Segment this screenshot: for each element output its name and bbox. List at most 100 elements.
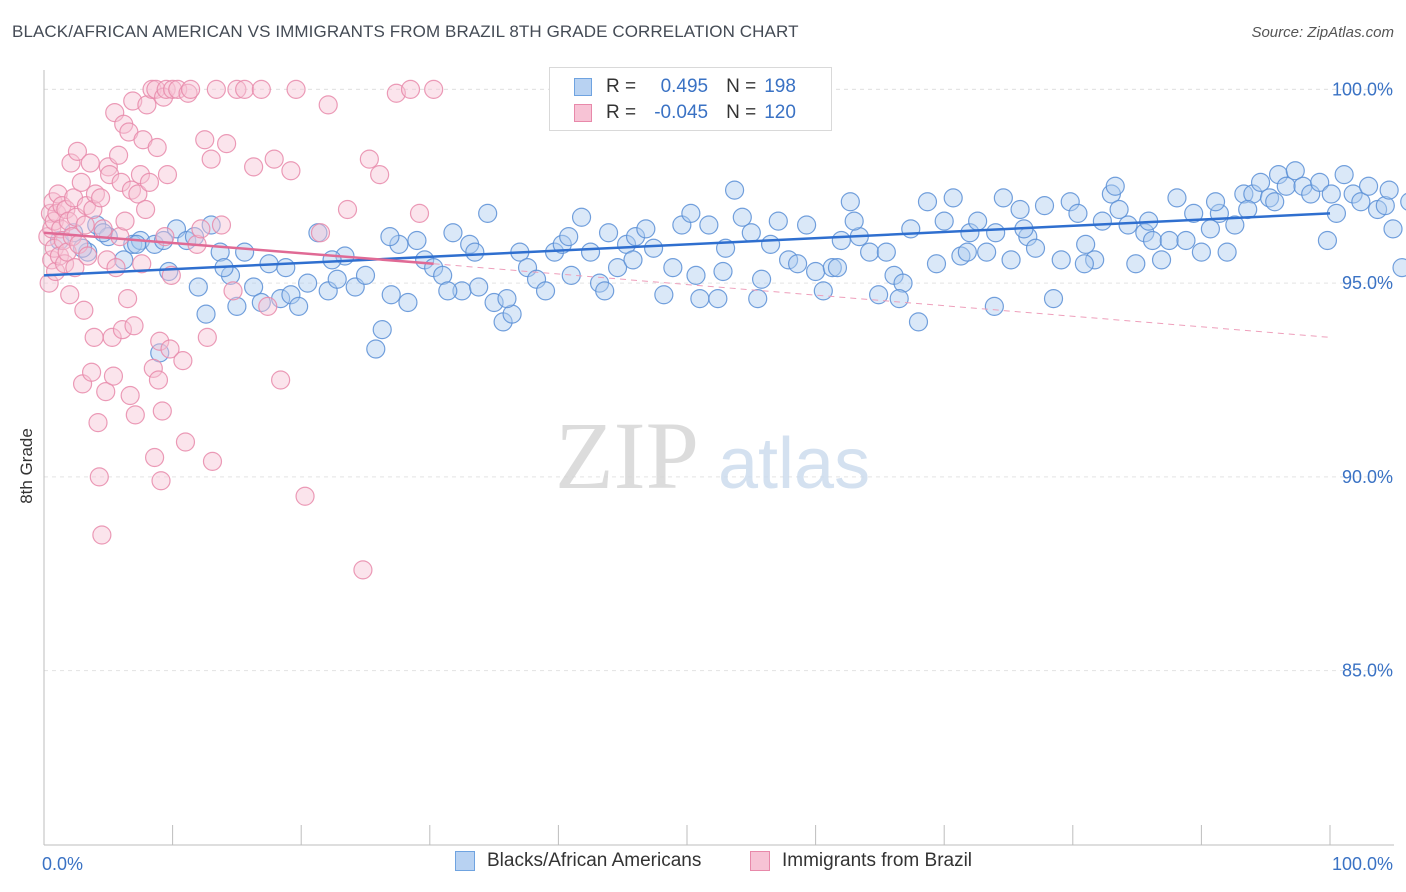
data-point-blacks bbox=[813, 281, 833, 301]
data-point-blacks bbox=[926, 254, 947, 274]
data-point-blacks bbox=[1205, 192, 1226, 212]
data-point-brazil bbox=[211, 215, 232, 235]
data-point-blacks bbox=[643, 238, 664, 258]
data-point-blacks bbox=[1010, 199, 1030, 220]
data-point-brazil bbox=[96, 382, 116, 402]
data-point-brazil bbox=[74, 300, 94, 320]
data-point-brazil bbox=[175, 432, 196, 452]
data-point-blacks bbox=[372, 320, 392, 340]
data-point-blacks bbox=[469, 277, 489, 297]
data-point-blacks bbox=[1383, 219, 1403, 239]
data-point-blacks bbox=[663, 258, 683, 278]
data-point-brazil bbox=[54, 254, 75, 274]
data-point-blacks bbox=[1334, 165, 1354, 185]
watermark-atlas: atlas bbox=[718, 424, 870, 504]
data-point-blacks bbox=[831, 230, 851, 251]
data-point-blacks bbox=[827, 258, 848, 278]
data-point-blacks bbox=[1358, 176, 1379, 196]
data-point-brazil bbox=[223, 281, 243, 301]
data-point-blacks bbox=[1400, 192, 1406, 211]
data-point-blacks bbox=[1109, 199, 1129, 220]
data-point-brazil bbox=[81, 362, 102, 382]
data-point-blacks bbox=[381, 285, 401, 305]
legend-r-value: -0.045 bbox=[654, 102, 709, 123]
data-point-brazil bbox=[258, 296, 278, 316]
data-point-brazil bbox=[111, 172, 131, 192]
data-point-blacks bbox=[126, 234, 147, 254]
data-point-blacks bbox=[993, 188, 1013, 208]
watermark-zip: ZIP bbox=[555, 402, 699, 509]
data-point-brazil bbox=[206, 79, 226, 99]
data-point-blacks bbox=[636, 219, 656, 239]
data-point-blacks bbox=[869, 285, 889, 305]
data-point-brazil bbox=[75, 215, 95, 235]
data-point-brazil bbox=[353, 560, 373, 580]
data-point-brazil bbox=[108, 145, 129, 165]
data-point-blacks bbox=[876, 242, 896, 262]
data-point-blacks bbox=[1351, 192, 1371, 212]
data-point-blacks bbox=[1321, 184, 1341, 204]
data-point-brazil bbox=[370, 165, 390, 185]
data-point-blacks bbox=[751, 269, 772, 289]
data-point-blacks bbox=[796, 215, 817, 235]
data-point-brazil bbox=[318, 95, 338, 115]
bottom-legend: Blacks/African Americans Immigrants from… bbox=[0, 850, 1406, 880]
data-point-brazil bbox=[227, 79, 247, 99]
data-point-blacks bbox=[1184, 203, 1204, 223]
trend-line-brazil bbox=[43, 231, 434, 265]
data-point-brazil bbox=[60, 285, 80, 305]
y-tick-label: 95.0% bbox=[1342, 273, 1393, 293]
data-point-blacks bbox=[977, 242, 997, 262]
data-point-brazil bbox=[286, 79, 306, 99]
data-point-brazil bbox=[48, 184, 68, 204]
data-point-brazil bbox=[386, 83, 406, 103]
data-point-blacks bbox=[1217, 242, 1237, 262]
data-point-blacks bbox=[1159, 230, 1179, 251]
data-point-blacks bbox=[1074, 254, 1094, 274]
data-point-brazil bbox=[295, 486, 315, 506]
data-point-brazil bbox=[67, 141, 88, 161]
data-point-blacks bbox=[984, 296, 1004, 316]
legend-n-value: 198 bbox=[764, 76, 796, 97]
data-point-blacks bbox=[580, 242, 601, 262]
source-label: Source: ZipAtlas.com bbox=[1251, 24, 1394, 41]
data-point-brazil bbox=[202, 451, 223, 471]
data-point-brazil bbox=[57, 242, 77, 262]
legend: R = 0.495 N = 198 R = -0.045 N = 120 bbox=[549, 67, 832, 131]
data-point-blacks bbox=[598, 223, 619, 243]
bottom-legend-item-blacks: Blacks/African Americans bbox=[455, 850, 701, 872]
data-point-blacks bbox=[1265, 192, 1285, 212]
data-point-blacks bbox=[1343, 184, 1363, 204]
data-point-blacks bbox=[654, 285, 674, 305]
data-point-brazil bbox=[152, 401, 172, 421]
data-point-brazil bbox=[197, 327, 217, 347]
data-point-blacks bbox=[484, 292, 504, 313]
y-tick-label: 90.0% bbox=[1342, 467, 1393, 487]
data-point-brazil bbox=[135, 199, 156, 220]
data-point-blacks bbox=[1043, 289, 1064, 309]
data-point-brazil bbox=[128, 184, 148, 204]
data-point-blacks bbox=[552, 234, 572, 254]
data-point-blacks bbox=[298, 273, 318, 293]
data-point-blacks bbox=[276, 258, 296, 278]
data-point-blacks bbox=[366, 339, 386, 359]
bottom-legend-label: Immigrants from Brazil bbox=[782, 850, 973, 871]
data-point-brazil bbox=[156, 79, 176, 99]
x-tick-label-max: 100.0% bbox=[1332, 854, 1393, 874]
data-point-blacks bbox=[1176, 230, 1196, 251]
data-point-brazil bbox=[337, 199, 358, 220]
data-point-blacks bbox=[1276, 176, 1296, 196]
data-point-blacks bbox=[724, 180, 745, 200]
chart-title: BLACK/AFRICAN AMERICAN VS IMMIGRANTS FRO… bbox=[12, 22, 799, 41]
data-point-blacks bbox=[535, 281, 556, 301]
data-point-blacks bbox=[1092, 211, 1112, 231]
trend-line-blacks bbox=[43, 212, 1331, 277]
data-point-brazil bbox=[84, 327, 104, 347]
data-point-brazil bbox=[137, 95, 157, 115]
data-point-blacks bbox=[805, 261, 826, 282]
legend-row-brazil: R = -0.045 N = 120 bbox=[574, 100, 796, 126]
data-point-blacks bbox=[407, 230, 427, 251]
data-point-blacks bbox=[188, 277, 208, 297]
data-point-blacks bbox=[768, 211, 788, 231]
